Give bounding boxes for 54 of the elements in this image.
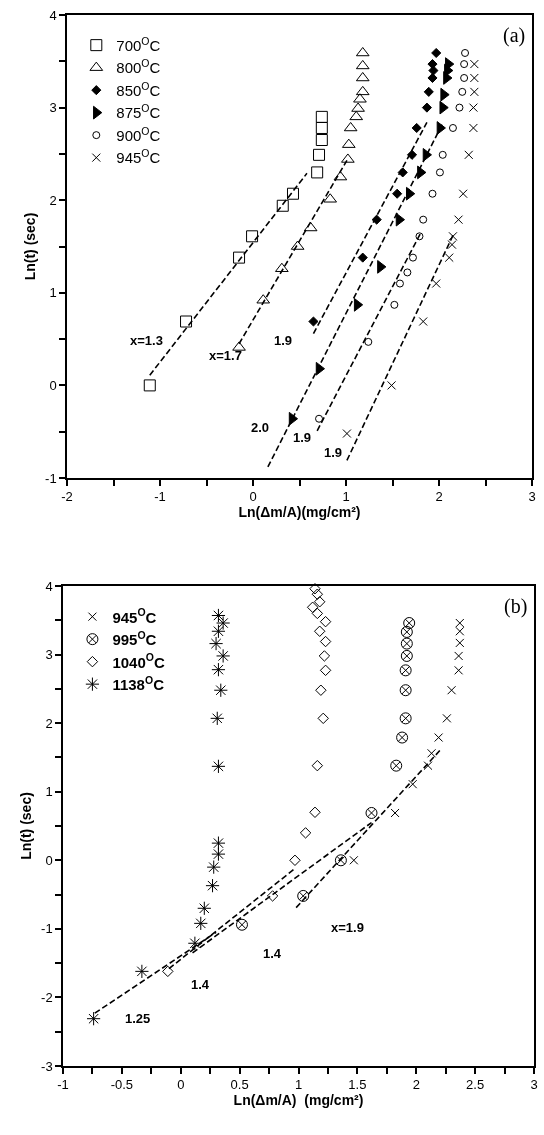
annotation: x=1.9 [331, 920, 364, 935]
annotation: 1.9 [274, 333, 293, 348]
x-tick-label: 3 [528, 489, 536, 505]
y-tick-label: 3 [45, 647, 53, 663]
x-tick-label: 1 [294, 1077, 303, 1093]
annotation: (a) [503, 24, 526, 47]
legend-label: 1138$^{O}$C [112, 673, 165, 693]
x-tick-label: 2 [412, 1077, 420, 1093]
x-tick-label: 2 [435, 489, 443, 505]
y-tick-label: 4 [45, 578, 53, 594]
y-tick-label: 2 [45, 715, 53, 731]
y-axis-title: Ln(t) (sec) [22, 212, 39, 281]
x-tick-label: 2.5 [466, 1077, 485, 1093]
annotation: (b) [504, 595, 528, 618]
y-tick-label: -1 [41, 921, 53, 937]
y-tick-label: 0 [45, 852, 53, 868]
x-tick-label: 1 [342, 489, 350, 505]
x-axis-title: Ln(Δm/A)(mg/cm²) [238, 504, 361, 521]
x-tick-label: 0.5 [230, 1077, 249, 1093]
y-tick-label: 1 [49, 285, 57, 301]
legend-label: 945$^{O}$C [116, 147, 161, 167]
annotation: 1.4 [191, 977, 210, 992]
legend-label: 850$^{O}$C [116, 79, 161, 99]
annotation: 1.9 [293, 430, 312, 445]
legend-label: 800$^{O}$C [116, 57, 161, 77]
legend-label: 900$^{O}$C [116, 124, 161, 144]
y-tick-label: 1 [45, 784, 53, 800]
x-tick-label: 0 [177, 1077, 185, 1093]
x-tick-label: -2 [61, 489, 73, 505]
y-tick-label: 2 [49, 192, 57, 208]
annotation: 1.4 [263, 946, 282, 961]
annotation: x=1.3 [130, 333, 163, 348]
legend-label: 1040$^{O}$C [112, 651, 165, 671]
y-tick-label: 4 [49, 7, 57, 23]
legend-label: 945$^{O}$C [112, 606, 157, 626]
annotation: 1.9 [324, 445, 343, 460]
x-axis-title: Ln(Δm/A) (mg/cm²) [233, 1092, 364, 1109]
y-tick-label: -2 [41, 989, 53, 1005]
annotation: 1.25 [125, 1011, 151, 1026]
y-axis-title: Ln(t) (sec) [18, 792, 35, 860]
annotation: 2.0 [251, 420, 270, 435]
x-tick-label: -1 [154, 489, 166, 505]
legend-label: 700$^{O}$C [116, 34, 161, 54]
y-tick-label: -3 [41, 1058, 53, 1074]
legend-label: 875$^{O}$C [116, 102, 161, 122]
x-tick-label: 0 [249, 489, 257, 505]
legend-label: 995$^{O}$C [112, 628, 157, 648]
x-tick-label: 3 [530, 1077, 538, 1093]
y-tick-label: -1 [45, 470, 57, 486]
x-tick-label: 1.5 [348, 1077, 367, 1093]
annotation: x=1.7 [209, 348, 242, 363]
y-tick-label: 3 [49, 100, 57, 116]
y-tick-label: 0 [49, 377, 57, 393]
x-tick-label: -0.5 [110, 1077, 134, 1093]
